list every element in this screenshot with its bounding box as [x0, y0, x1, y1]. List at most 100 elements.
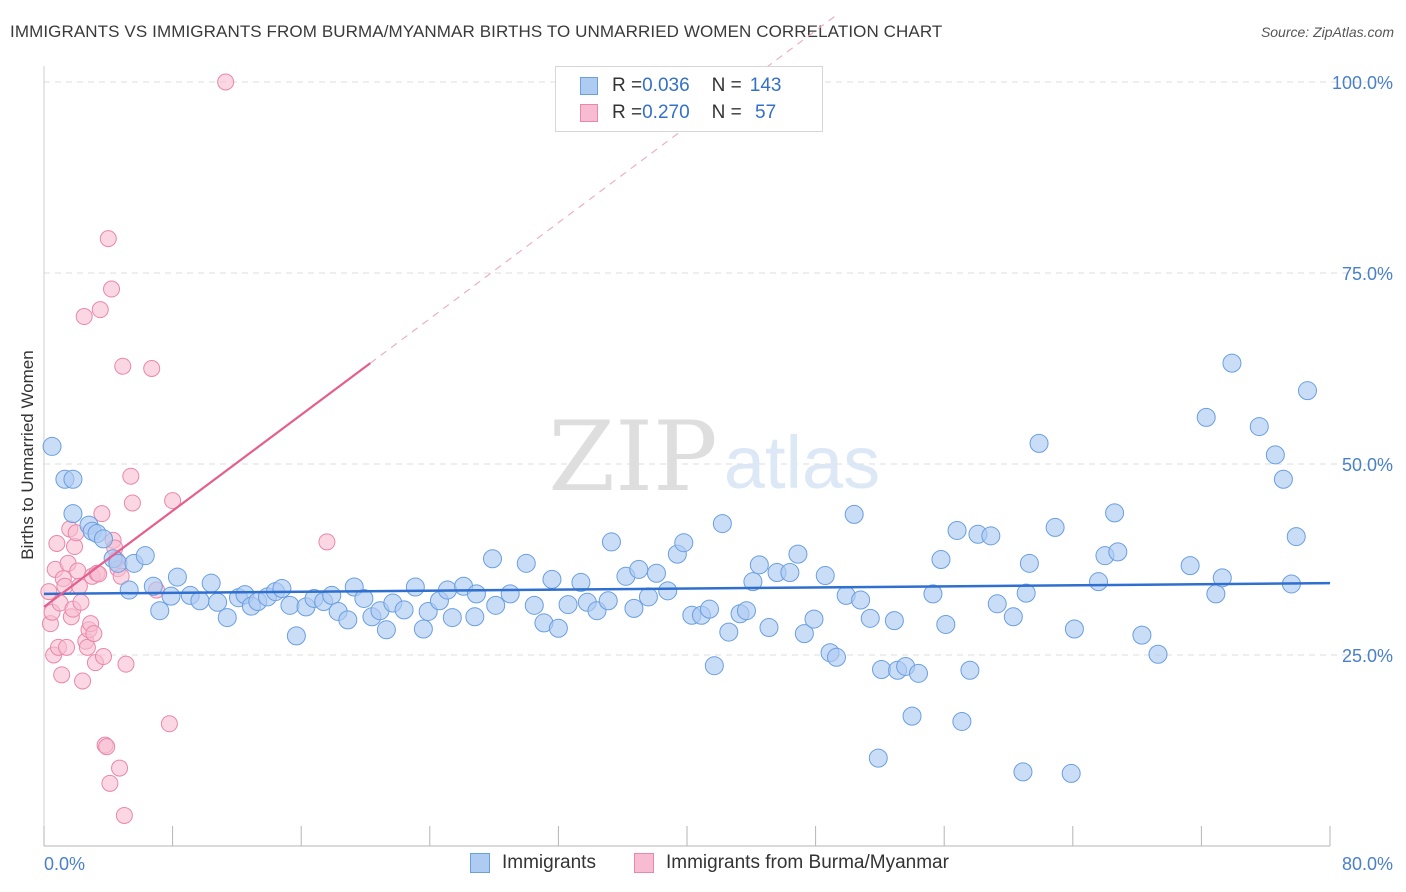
immigrants-point — [987, 594, 1007, 614]
immigrants-point — [624, 598, 644, 618]
immigrants-point — [548, 618, 568, 638]
immigrants-point — [486, 595, 506, 615]
burma-point — [40, 583, 58, 601]
immigrants-trend-line — [43, 581, 1331, 596]
legend-n-value: 57 — [749, 102, 777, 123]
series-swatch-burma — [634, 853, 654, 873]
burma-point — [48, 534, 66, 552]
legend-row-burma: R = 0.270 N = 57 — [580, 101, 776, 125]
burma-point — [98, 738, 116, 756]
tick-labels: 25.0% 50.0% 75.0% 100.0% 0.0% 80.0% — [44, 73, 1393, 874]
immigrants-point — [749, 555, 769, 575]
immigrants-point — [759, 617, 779, 637]
immigrants-point — [780, 562, 800, 582]
immigrants-point — [1249, 417, 1269, 437]
immigrants-point — [629, 559, 649, 579]
immigrants-point — [161, 586, 181, 606]
immigrants-point — [981, 526, 1001, 546]
immigrants-point — [1222, 353, 1242, 373]
watermark-atlas: atlas — [724, 421, 880, 504]
burma-point — [115, 806, 133, 824]
immigrants-point — [1105, 503, 1125, 523]
y-tick-label: 25.0% — [1342, 646, 1393, 666]
immigrants-point — [190, 591, 210, 611]
immigrants-point — [135, 546, 155, 566]
immigrants-point — [1273, 469, 1293, 489]
immigrants-point — [143, 576, 163, 596]
series-legend-immigrants[interactable]: Immigrants — [470, 852, 596, 874]
immigrants-point — [700, 599, 720, 619]
immigrants-point — [1019, 553, 1039, 573]
immigrants-point — [598, 591, 618, 611]
series-swatch-immigrants — [470, 853, 490, 873]
immigrants-point — [1029, 433, 1049, 453]
immigrants-point — [674, 533, 694, 553]
immigrants-point — [466, 584, 486, 604]
immigrants-point — [815, 566, 835, 586]
immigrants-point — [1286, 527, 1306, 547]
burma-point — [318, 533, 336, 551]
y-tick-label: 75.0% — [1342, 264, 1393, 284]
immigrants-point — [952, 711, 972, 731]
legend-r-label: R = — [612, 75, 643, 96]
immigrants-point — [646, 563, 666, 583]
legend-r-value: 0.036 — [642, 75, 690, 96]
immigrants-point — [804, 609, 824, 629]
immigrants-point — [394, 600, 414, 620]
immigrants-point — [286, 626, 306, 646]
burma-point — [53, 666, 71, 684]
immigrants-point — [1016, 583, 1036, 603]
immigrants-point — [500, 584, 520, 604]
watermark-zip: ZIP — [548, 401, 717, 513]
immigrants-point — [442, 608, 462, 628]
legend-n-value: 143 — [749, 75, 782, 96]
immigrants-point — [860, 608, 880, 628]
immigrants-point — [376, 620, 396, 640]
series-legend-burma[interactable]: Immigrants from Burma/Myanmar — [634, 852, 949, 874]
immigrants-point — [902, 706, 922, 726]
immigrants-point — [868, 748, 888, 768]
legend-r-value: 0.270 — [642, 102, 690, 123]
legend-r-label: R = — [612, 102, 643, 123]
x-tick-label: 0.0% — [44, 854, 85, 874]
burma-point — [99, 230, 117, 248]
immigrants-point — [1003, 607, 1023, 627]
x-tick-label: 80.0% — [1342, 854, 1393, 874]
burma-point — [85, 625, 103, 643]
immigrants-point — [322, 585, 342, 605]
stats-legend: R = 0.036 N = 143 R = 0.270 N = 57 — [555, 66, 823, 132]
burma-point — [143, 360, 161, 377]
immigrants-point — [516, 553, 536, 573]
immigrants-point — [931, 550, 951, 569]
legend-swatch-immigrants — [580, 77, 598, 95]
burma-point — [103, 280, 121, 298]
immigrants-point — [788, 544, 808, 564]
burma-point — [93, 505, 111, 523]
immigrants-point — [1206, 584, 1226, 604]
immigrants-point — [465, 607, 485, 627]
immigrants-point — [794, 624, 814, 644]
source-label: Source: ZipAtlas.com — [1260, 24, 1394, 40]
immigrants-point — [63, 469, 83, 489]
chart-title: IMMIGRANTS VS IMMIGRANTS FROM BURMA/MYAN… — [10, 22, 943, 41]
immigrants-point — [272, 579, 292, 599]
legend-n-label: N = — [711, 75, 742, 96]
burma-point — [75, 308, 93, 326]
immigrants-point — [960, 660, 980, 680]
burma-point — [122, 467, 140, 485]
immigrants-point — [712, 514, 732, 534]
immigrants-point — [1013, 762, 1033, 782]
burma-point — [164, 492, 182, 510]
immigrants-point — [405, 577, 425, 597]
y-tick-label: 100.0% — [1332, 73, 1393, 93]
immigrants-point — [558, 595, 578, 615]
immigrants-point — [217, 608, 237, 628]
burma-point — [90, 565, 108, 583]
y-tick-label: 50.0% — [1342, 455, 1393, 475]
legend-swatch-burma — [580, 104, 598, 122]
burma-point — [91, 301, 109, 319]
immigrants-point — [1297, 381, 1317, 401]
immigrants-point — [947, 520, 967, 540]
immigrants-point — [63, 504, 83, 524]
